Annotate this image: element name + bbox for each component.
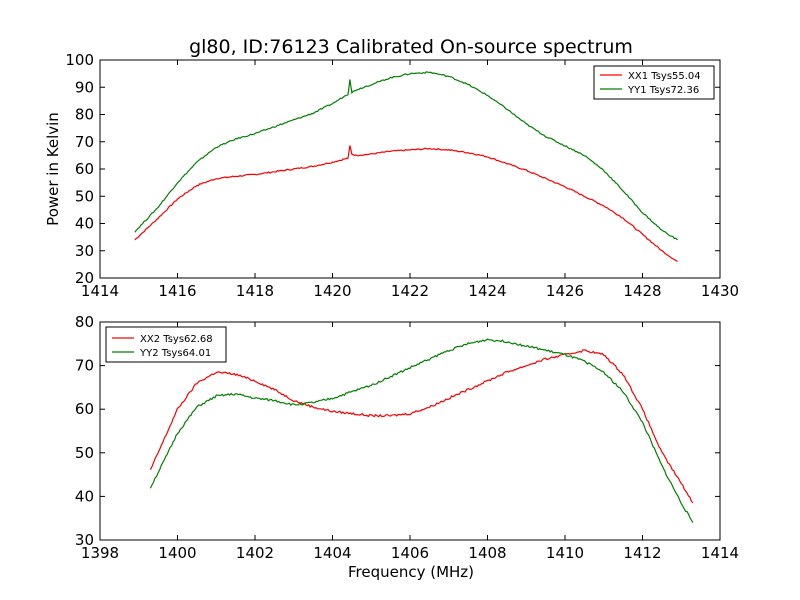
x-tick-label: 1398 <box>81 544 119 562</box>
x-tick-label: 1400 <box>158 544 196 562</box>
x-tick-label: 1418 <box>236 282 274 300</box>
legend: XX2 Tsys62.68 YY2 Tsys64.01 <box>105 326 227 363</box>
x-tick-label: 1406 <box>391 544 429 562</box>
series-line-1 <box>134 145 678 263</box>
y-tick-label: 40 <box>75 487 94 505</box>
legend-label: XX2 Tsys62.68 <box>140 334 213 345</box>
x-tick-label: 1410 <box>546 544 584 562</box>
y-tick-label: 20 <box>75 269 94 287</box>
y-tick-label: 80 <box>75 106 94 124</box>
x-tick-label: 1422 <box>391 282 429 300</box>
bottom-plot: 1398 1400 1402 1404 1406 1408 1410 1412 1414 30 40… <box>75 313 739 562</box>
x-tick-label: 1404 <box>313 544 351 562</box>
legend-label: YY2 Tsys64.01 <box>139 348 211 359</box>
y-tick-label: 90 <box>75 78 94 96</box>
y-tick-label: 30 <box>75 242 94 260</box>
x-tick-label: 1428 <box>623 282 661 300</box>
series-line-1 <box>149 349 694 504</box>
series-line-2 <box>149 338 694 523</box>
x-tick-label: 1414 <box>81 282 119 300</box>
y-tick-label: 40 <box>75 215 94 233</box>
legend: XX1 Tsys55.04 YY1 Tsys72.36 <box>593 65 715 100</box>
y-tick-label: 70 <box>75 357 94 375</box>
y-tick-label: 60 <box>75 160 94 178</box>
x-tick-label: 1408 <box>468 544 506 562</box>
x-tick-label: 1420 <box>313 282 351 300</box>
x-tick-label: 1426 <box>546 282 584 300</box>
y-tick-label: 30 <box>75 531 94 549</box>
legend-box <box>593 65 715 100</box>
y-tick-label: 50 <box>75 444 94 462</box>
x-tick-label: 1412 <box>623 544 661 562</box>
legend-label: XX1 Tsys55.04 <box>628 71 701 82</box>
x-tick-label: 1424 <box>468 282 506 300</box>
legend-label: YY1 Tsys72.36 <box>627 85 699 96</box>
y-tick-label: 50 <box>75 187 94 205</box>
series-line-2 <box>134 71 678 241</box>
y-axis-label: Power in Kelvin <box>44 112 62 226</box>
legend-box <box>105 326 227 363</box>
x-tick-label: 1430 <box>701 282 739 300</box>
y-tick-label: 60 <box>75 400 94 418</box>
x-tick-label: 1416 <box>158 282 196 300</box>
top-plot: 1414 1416 1418 1420 1422 1424 1426 1428 1430 20 30… <box>65 51 739 300</box>
x-axis-label: Frequency (MHz) <box>348 563 474 581</box>
x-tick-label: 1402 <box>236 544 274 562</box>
chart-title: gl80, ID:76123 Calibrated On-source spec… <box>189 36 633 58</box>
y-tick-label: 80 <box>75 313 94 331</box>
x-tick-label: 1414 <box>701 544 739 562</box>
y-tick-label: 100 <box>65 51 94 69</box>
y-tick-label: 70 <box>75 133 94 151</box>
